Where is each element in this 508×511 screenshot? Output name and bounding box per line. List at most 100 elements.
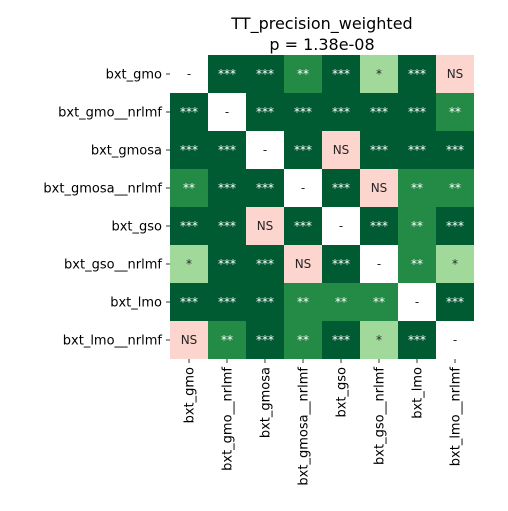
heatmap-cell — [284, 245, 322, 283]
heatmap-cell — [246, 93, 284, 131]
cell-annotation: *** — [408, 143, 426, 157]
cell-annotation: *** — [332, 181, 350, 195]
row-tick-label: bxt_gmo__nrlmf — [58, 106, 162, 121]
column-tick-label: bxt_gmo — [183, 367, 198, 423]
heatmap-cell — [170, 169, 208, 207]
column-tick-labels: bxt_gmo bxt_gmo__nrlmf bxt_gmosa bxt_gmosa_… — [183, 359, 464, 486]
cell-annotation: *** — [332, 67, 350, 81]
cell-annotation: ** — [297, 295, 309, 309]
cell-annotation: *** — [218, 295, 236, 309]
cell-annotation: *** — [446, 219, 464, 233]
cell-annotation: ** — [221, 333, 233, 347]
heatmap-cell — [322, 93, 360, 131]
cell-annotation: ** — [411, 181, 423, 195]
cell-annotation: *** — [332, 333, 350, 347]
heatmap-cell — [436, 283, 474, 321]
heatmap-cell — [360, 283, 398, 321]
cell-annotation: NS — [295, 257, 312, 271]
heatmap-cell — [170, 283, 208, 321]
heatmap-cell — [170, 131, 208, 169]
heatmap-cell — [170, 55, 208, 93]
heatmap-cell — [246, 169, 284, 207]
heatmap-cell — [436, 321, 474, 359]
cell-annotation: ** — [335, 295, 347, 309]
cell-annotation: *** — [370, 219, 388, 233]
heatmap-cell — [284, 55, 322, 93]
cell-annotation: * — [452, 257, 458, 271]
cell-annotation: *** — [332, 105, 350, 119]
cell-annotation: *** — [256, 105, 274, 119]
heatmap-cell — [208, 55, 246, 93]
cell-annotation: ** — [297, 333, 309, 347]
column-tick-label: bxt_gmosa__nrlmf — [297, 367, 312, 486]
cell-annotation: ** — [411, 219, 423, 233]
column-tick-label: bxt_gso__nrlmf — [373, 367, 388, 465]
cell-annotation: *** — [180, 295, 198, 309]
heatmap-cell — [322, 207, 360, 245]
cell-annotation: *** — [256, 181, 274, 195]
heatmap-cell — [360, 245, 398, 283]
column-tick-label: bxt_lmo__nrlmf — [449, 367, 464, 467]
heatmap-cell — [208, 283, 246, 321]
row-tick-label: bxt_gso — [111, 220, 162, 235]
heatmap-cell — [360, 93, 398, 131]
heatmap-cell — [208, 207, 246, 245]
cell-annotation: *** — [256, 257, 274, 271]
heatmap-cell — [246, 131, 284, 169]
chart-title: TT_precision_weighted — [230, 14, 412, 34]
heatmap-cell — [284, 169, 322, 207]
heatmap-cell — [322, 131, 360, 169]
column-tick-label: bxt_lmo — [411, 367, 426, 419]
heatmap-cell — [436, 169, 474, 207]
heatmap-cell — [170, 207, 208, 245]
cell-annotation: *** — [180, 105, 198, 119]
cell-annotation: *** — [332, 257, 350, 271]
heatmap-cell — [360, 169, 398, 207]
heatmap-cell — [208, 131, 246, 169]
cell-annotation: - — [225, 105, 229, 119]
cell-annotation: *** — [294, 219, 312, 233]
heatmap-cell — [246, 245, 284, 283]
heatmap-cell — [436, 131, 474, 169]
cell-annotation: ** — [449, 181, 461, 195]
heatmap-cell — [208, 93, 246, 131]
heatmap-cell — [398, 131, 436, 169]
heatmap-cell — [398, 93, 436, 131]
cell-annotation: NS — [181, 333, 198, 347]
cell-annotation: NS — [333, 143, 350, 157]
cell-annotation: ** — [411, 257, 423, 271]
row-tick-label: bxt_gmosa — [91, 144, 162, 159]
heatmap-cell — [284, 93, 322, 131]
heatmap-cell — [436, 207, 474, 245]
heatmap-cell — [284, 131, 322, 169]
cell-annotation: ** — [183, 181, 195, 195]
heatmap-cells: - *** *** ** *** * *** NS*** - *** *** *** *** *** ***… — [170, 55, 474, 359]
heatmap-cell — [360, 131, 398, 169]
cell-annotation: *** — [180, 219, 198, 233]
cell-annotation: *** — [256, 295, 274, 309]
cell-annotation: *** — [218, 181, 236, 195]
cell-annotation: *** — [218, 219, 236, 233]
cell-annotation: ** — [373, 295, 385, 309]
cell-annotation: NS — [447, 67, 464, 81]
column-tick-label: bxt_gmo__nrlmf — [221, 367, 236, 471]
heatmap-cell — [436, 245, 474, 283]
column-tick-label: bxt_gmosa — [259, 367, 274, 438]
heatmap-cell — [246, 283, 284, 321]
cell-annotation: - — [301, 181, 305, 195]
cell-annotation: *** — [294, 105, 312, 119]
heatmap-cell — [398, 55, 436, 93]
cell-annotation: ** — [297, 67, 309, 81]
heatmap-cell — [246, 207, 284, 245]
row-tick-label: bxt_lmo__nrlmf — [63, 334, 163, 349]
heatmap-cell — [170, 93, 208, 131]
heatmap-cell — [360, 55, 398, 93]
heatmap-cell — [436, 55, 474, 93]
heatmap-cell — [170, 245, 208, 283]
cell-annotation: *** — [370, 105, 388, 119]
row-tick-label: bxt_gso__nrlmf — [64, 258, 162, 273]
heatmap-cell — [322, 169, 360, 207]
heatmap-cell — [170, 321, 208, 359]
heatmap-cell — [246, 55, 284, 93]
